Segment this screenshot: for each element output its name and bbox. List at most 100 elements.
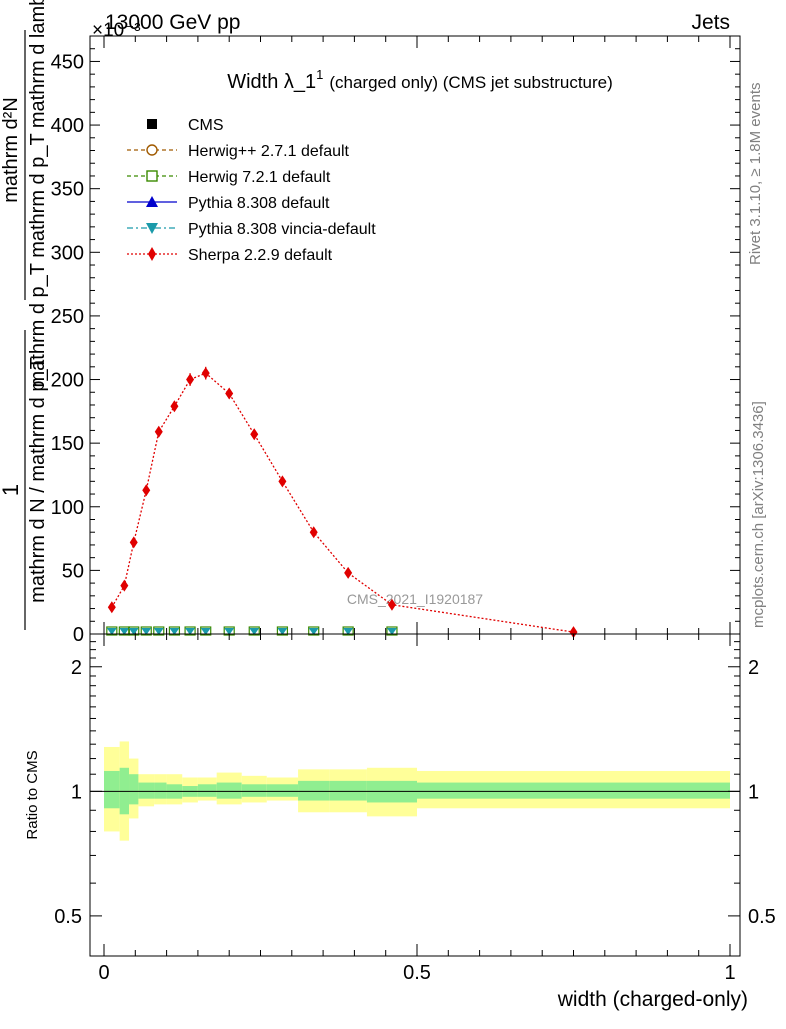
sherpa-point [250,428,259,441]
legend-label: Pythia 8.308 vincia-default [188,221,376,238]
x-axis-label: width (charged-only) [557,988,748,1011]
main-y-tick-label: 0 [73,624,84,646]
main-y-axis: 0 50 100 150 200 250 300 350 400 450 [51,48,740,646]
ratio-plot-panel: 0.5 0.51 12 2 0 0.5 1 Ratio to CMS width (cha… [24,633,776,1011]
header-left-title: 13000 GeV pp [105,11,240,34]
sherpa-series-line [111,372,574,633]
side-label-top: Rivet 3.1.10, ≥ 1.8M events [747,83,764,266]
vincia-point [106,628,117,635]
main-y-tick-label: 250 [51,306,84,328]
sherpa-point [569,626,578,639]
vincia-point [153,628,164,635]
ratio-y-tick-label: 2 [71,657,82,679]
sherpa-point [120,579,129,592]
plot-title-suffix: (charged only) (CMS jet substructure) [329,73,612,92]
vincia-point [277,628,288,635]
ratio-y-tick-label-right: 1 [748,781,759,803]
ratio-y-tick-label-right: 2 [748,657,759,679]
ratio-inner-band [154,782,167,799]
zero-markers-group [106,626,398,636]
legend-entry: Herwig 7.2.1 default [127,169,331,186]
legend-entry: Pythia 8.308 default [127,195,330,212]
ratio-bands-group [104,741,730,841]
ratio-plot-frame [89,633,741,957]
main-x-axis-ticks [103,36,731,634]
ratio-inner-band [216,782,242,799]
ratio-y-tick-label: 1 [71,781,82,803]
y-label-top-den: mathrm d p_T mathrm d p_T mathrm d lambd… [27,0,49,387]
vincia-point [141,628,152,635]
sherpa-point [154,425,163,438]
legend-marker-open-square [146,170,158,182]
legend-label: Herwig 7.2.1 default [188,169,331,186]
sherpa-point [387,598,396,611]
header-right-title: Jets [691,11,730,34]
main-y-tick-label: 100 [51,497,84,519]
y-label-top-one: 1 [0,484,23,496]
vincia-point [119,628,130,635]
vincia-point [343,628,354,635]
ratio-x-tick-label: 0 [98,962,109,984]
vincia-point [169,628,180,635]
sherpa-point [309,526,318,539]
ratio-inner-band [241,784,267,797]
ratio-inner-band [417,782,730,799]
sherpa-point [170,400,179,413]
sherpa-point [278,475,287,488]
side-label-bottom: mcplots.cern.ch [arXiv:1306.3436] [750,401,767,628]
ratio-x-axis: 0 0.5 1 [98,634,736,984]
main-y-tick-label: 300 [51,242,84,264]
legend-entry: Sherpa 2.2.9 default [127,247,333,264]
legend-entry: Pythia 8.308 vincia-default [127,221,376,238]
legend-marker-triangle-up [146,196,158,207]
plot-title-sup: 1 [316,67,323,82]
legend-entry: CMS [147,117,224,134]
sherpa-point [344,566,353,579]
legend-marker-diamond [148,247,156,261]
main-y-label: 1 mathrm d²N mathrm d p_T mathrm d p_T m… [0,0,49,630]
legend-marker-square [147,119,157,129]
vincia-point [224,628,235,635]
sherpa-point [201,367,210,380]
watermark: CMS_2021_I1920187 [347,591,483,607]
ratio-inner-band [266,784,299,797]
main-y-tick-label: 150 [51,433,84,455]
ratio-y-tick-label: 0.5 [54,906,82,928]
vincia-point [185,628,196,635]
main-y-tick-label: 200 [51,370,84,392]
main-series-group [107,366,578,639]
sherpa-point [142,484,151,497]
y-label-bottom: mathrm d N / mathrm d p_T [27,357,49,603]
legend-label: CMS [188,117,224,134]
ratio-y-label: Ratio to CMS [24,750,41,839]
ratio-x-tick-label: 0.5 [403,962,431,984]
sherpa-point [225,387,234,400]
ratio-y-axis: 0.5 0.5 1 1 2 2 [54,641,776,928]
legend-entry: Herwig++ 2.7.1 default [127,143,350,160]
ratio-inner-band [138,782,155,799]
sherpa-point [129,536,138,549]
main-plot-panel: 0 50 100 150 200 250 300 350 400 450 CMS_2021_I19… [51,35,741,646]
legend-marker-triangle-down [146,223,158,234]
ratio-inner-band [329,780,367,801]
plot-title: Width λ_11 (charged only) (CMS jet substr… [227,67,613,93]
legend-label: Pythia 8.308 default [188,195,330,212]
main-y-tick-label: 400 [51,115,84,137]
ratio-inner-band [129,774,139,805]
ratio-x-tick-label: 1 [724,962,735,984]
main-y-tick-label: 50 [62,560,84,582]
legend-marker-circle [146,144,158,156]
plot-title-main: Width λ_1 [227,71,316,93]
y-label-top-num: mathrm d²N [0,97,22,203]
vincia-point [308,628,319,635]
vincia-point [200,628,211,635]
sherpa-point [107,601,116,614]
legend-label: Sherpa 2.2.9 default [188,247,333,264]
ratio-y-tick-label-right: 0.5 [748,906,776,928]
ratio-inner-band [104,770,120,809]
vincia-point [386,628,397,635]
main-y-tick-label: 350 [51,179,84,201]
vincia-point [128,628,139,635]
main-y-tick-label: 450 [51,51,84,73]
